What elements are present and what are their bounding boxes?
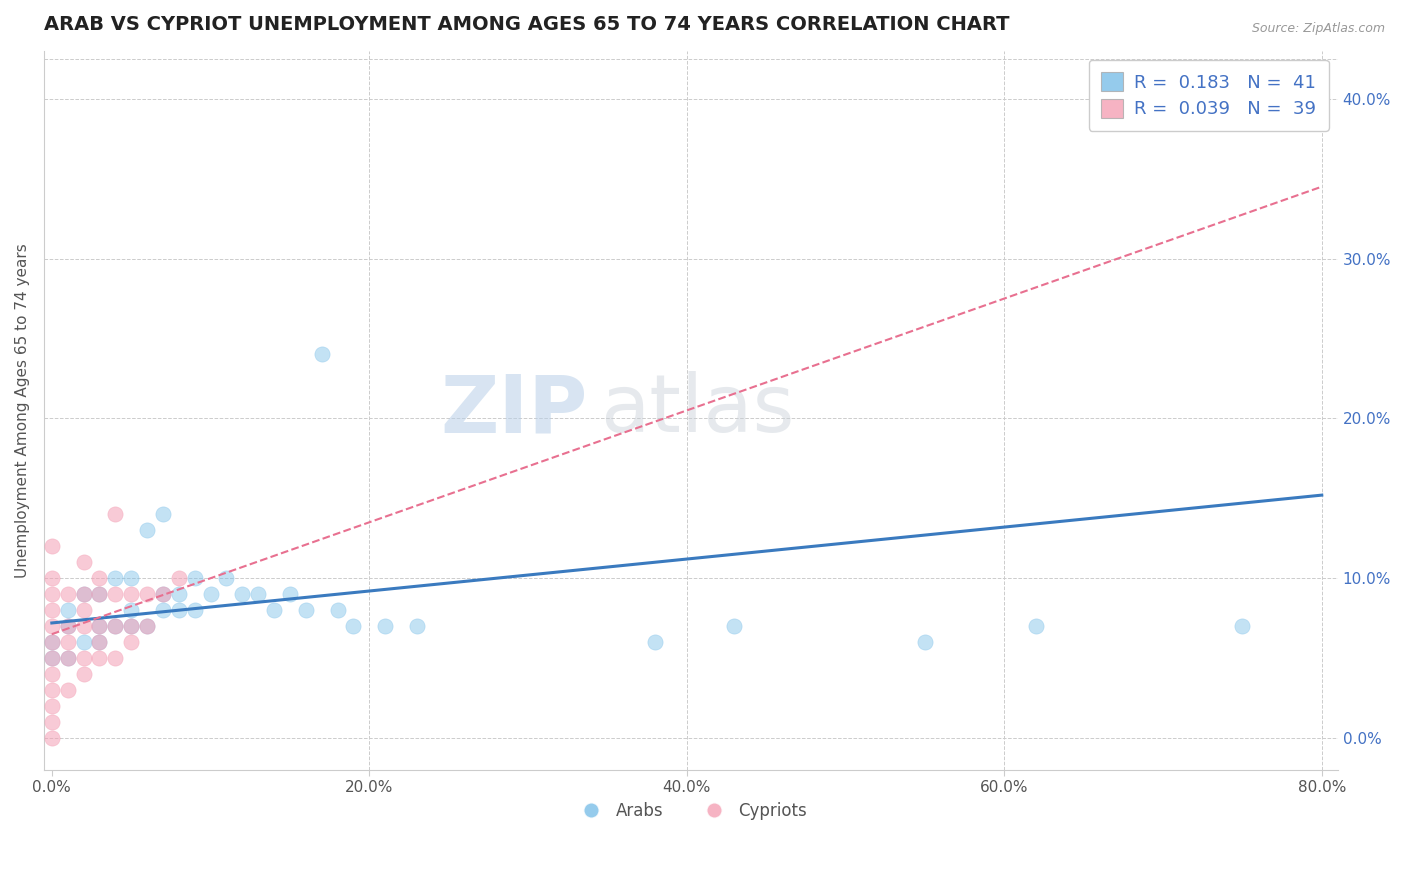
Point [136, 619, 159, 633]
Point [56, 619, 79, 633]
Point [41, 683, 63, 698]
Point [183, 571, 205, 585]
Point [89, 635, 111, 649]
Point [89, 587, 111, 601]
Point [56, 635, 79, 649]
Point [72, 619, 94, 633]
Point [41, 667, 63, 681]
Point [104, 651, 127, 665]
Point [167, 587, 190, 601]
Point [72, 603, 94, 617]
Point [41, 714, 63, 729]
Point [72, 587, 94, 601]
Text: Source: ZipAtlas.com: Source: ZipAtlas.com [1251, 22, 1385, 36]
Point [56, 587, 79, 601]
Point [56, 683, 79, 698]
Point [152, 587, 174, 601]
Point [56, 603, 79, 617]
Point [183, 603, 205, 617]
Text: ZIP: ZIP [440, 371, 588, 450]
Point [41, 619, 63, 633]
Point [41, 635, 63, 649]
Point [152, 603, 174, 617]
Point [89, 651, 111, 665]
Point [89, 619, 111, 633]
Point [41, 699, 63, 714]
Point [247, 587, 270, 601]
Point [1232, 619, 1254, 633]
Point [152, 508, 174, 522]
Point [72, 587, 94, 601]
Point [374, 619, 396, 633]
Point [89, 571, 111, 585]
Point [89, 619, 111, 633]
Point [231, 587, 253, 601]
Point [406, 619, 429, 633]
Point [342, 619, 364, 633]
Y-axis label: Unemployment Among Ages 65 to 74 years: Unemployment Among Ages 65 to 74 years [15, 243, 30, 578]
Point [89, 587, 111, 601]
Point [104, 619, 127, 633]
Point [120, 571, 142, 585]
Point [41, 603, 63, 617]
Point [1025, 619, 1047, 633]
Point [136, 619, 159, 633]
Point [120, 603, 142, 617]
Point [72, 667, 94, 681]
Point [326, 603, 349, 617]
Point [278, 587, 301, 601]
Point [644, 635, 666, 649]
Point [104, 587, 127, 601]
Point [104, 571, 127, 585]
Legend: Arabs, Cypriots: Arabs, Cypriots [568, 795, 814, 826]
Point [41, 651, 63, 665]
Point [914, 635, 936, 649]
Point [295, 603, 318, 617]
Point [72, 635, 94, 649]
Point [41, 571, 63, 585]
Point [152, 587, 174, 601]
Point [120, 619, 142, 633]
Point [56, 619, 79, 633]
Point [120, 587, 142, 601]
Point [41, 587, 63, 601]
Point [120, 619, 142, 633]
Point [41, 539, 63, 553]
Point [56, 651, 79, 665]
Point [104, 508, 127, 522]
Point [136, 587, 159, 601]
Point [311, 347, 333, 361]
Text: atlas: atlas [600, 371, 794, 450]
Point [263, 603, 285, 617]
Point [41, 651, 63, 665]
Point [41, 731, 63, 745]
Point [56, 651, 79, 665]
Point [72, 651, 94, 665]
Point [89, 635, 111, 649]
Point [72, 555, 94, 569]
Point [723, 619, 745, 633]
Point [167, 603, 190, 617]
Point [120, 635, 142, 649]
Text: ARAB VS CYPRIOT UNEMPLOYMENT AMONG AGES 65 TO 74 YEARS CORRELATION CHART: ARAB VS CYPRIOT UNEMPLOYMENT AMONG AGES … [44, 15, 1010, 34]
Point [41, 635, 63, 649]
Point [136, 523, 159, 537]
Point [200, 587, 222, 601]
Point [215, 571, 238, 585]
Point [167, 571, 190, 585]
Point [104, 619, 127, 633]
